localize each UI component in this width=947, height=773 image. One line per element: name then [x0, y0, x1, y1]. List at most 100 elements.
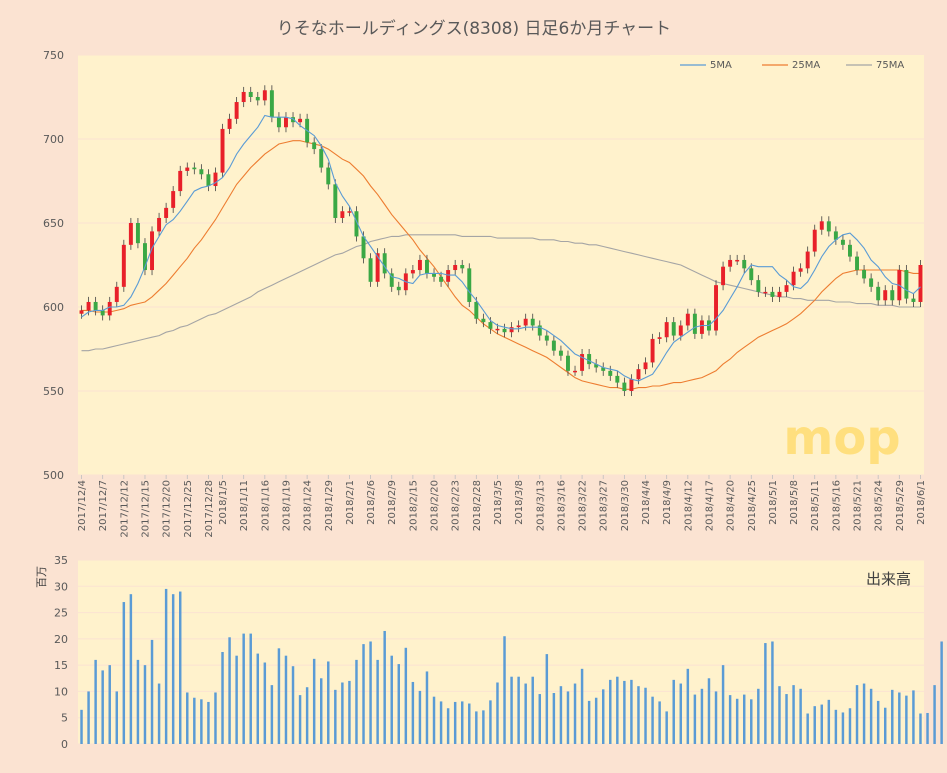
- volume-bar-72: [587, 700, 591, 744]
- candle-29: [284, 112, 288, 133]
- volume-bar-53: [453, 701, 457, 744]
- candle-110: [855, 251, 859, 276]
- volume-bar-27: [270, 685, 274, 744]
- x-tick-label-31: 2018/4/20: [726, 480, 737, 531]
- volume-y-tick-30: 30: [54, 580, 68, 593]
- x-tick-label-21: 2018/3/8: [514, 480, 525, 525]
- candle-body-18: [206, 174, 211, 187]
- candle-4: [107, 296, 112, 321]
- candle-body-114: [883, 290, 888, 301]
- candle-18: [206, 169, 211, 192]
- candle-body-108: [840, 239, 845, 245]
- x-tick-label-15: 2018/2/9: [387, 480, 398, 525]
- candle-34: [319, 144, 324, 173]
- candle-119: [918, 259, 923, 307]
- candle-body-51: [439, 276, 444, 282]
- candle-71: [580, 349, 585, 376]
- candle-body-98: [770, 291, 775, 297]
- candle-47: [410, 265, 415, 279]
- candle-67: [551, 335, 556, 356]
- candle-112: [869, 273, 874, 292]
- x-tick-label-18: 2018/2/23: [451, 480, 462, 531]
- volume-plot-area: [78, 560, 924, 744]
- volume-bar-106: [827, 699, 831, 744]
- volume-bar-75: [609, 679, 612, 744]
- candle-body-81: [650, 338, 655, 363]
- candle-107: [833, 226, 838, 245]
- candle-70: [573, 365, 577, 376]
- candle-body-64: [530, 318, 535, 326]
- volume-bar-10: [150, 639, 154, 744]
- volume-bar-60: [503, 636, 506, 744]
- candle-54: [460, 259, 465, 274]
- volume-bar-98: [771, 641, 774, 744]
- volume-bar-111: [862, 683, 866, 744]
- x-tick-label-37: 2018/5/21: [853, 480, 864, 531]
- x-tick-label-26: 2018/3/30: [620, 480, 631, 531]
- volume-bar-103: [806, 713, 809, 744]
- x-tick-label-38: 2018/5/24: [874, 480, 885, 531]
- candle-57: [481, 313, 486, 328]
- x-tick-label-3: 2017/12/15: [141, 480, 152, 538]
- volume-bar-17: [200, 699, 203, 744]
- candle-body-26: [262, 90, 267, 101]
- ma25-series-group: [81, 140, 921, 390]
- candle-body-111: [862, 270, 867, 279]
- candle-body-72: [587, 354, 592, 365]
- candle-body-52: [446, 270, 451, 282]
- candle-38: [347, 206, 352, 217]
- candle-body-55: [467, 268, 472, 302]
- x-tick-label-39: 2018/5/29: [895, 480, 906, 531]
- volume-bar-65: [538, 694, 542, 744]
- x-tick-label-36: 2018/5/16: [831, 480, 842, 531]
- volume-bar-31: [298, 695, 302, 744]
- candle-90: [714, 280, 718, 336]
- x-tick-label-8: 2018/1/11: [239, 480, 250, 531]
- candle-92: [728, 254, 733, 272]
- volume-bar-34: [319, 678, 323, 744]
- candle-body-92: [728, 259, 733, 267]
- volume-bar-9: [143, 665, 147, 744]
- candle-21: [227, 113, 232, 134]
- candle-76: [615, 370, 620, 388]
- candle-body-17: [199, 169, 204, 175]
- candle-body-7: [128, 223, 133, 245]
- volume-bar-82: [658, 701, 661, 744]
- candle-109: [848, 239, 852, 262]
- candle-10: [150, 226, 154, 276]
- x-tick-label-25: 2018/3/27: [599, 480, 610, 531]
- candle-body-91: [721, 266, 726, 286]
- candle-body-119: [918, 265, 923, 302]
- price-y-tick-650: 650: [43, 217, 64, 230]
- candle-73: [594, 359, 599, 373]
- volume-bar-48: [418, 690, 422, 744]
- volume-bar-56: [475, 711, 478, 744]
- candle-45: [396, 281, 401, 296]
- candle-body-99: [777, 291, 782, 297]
- x-tick-label-2: 2017/12/12: [119, 480, 130, 538]
- candle-body-13: [171, 191, 176, 208]
- candle-body-42: [375, 253, 380, 282]
- volume-bar-112: [869, 688, 873, 744]
- volume-bar-40: [362, 644, 365, 744]
- volume-bar-64: [531, 676, 534, 744]
- candle-14: [178, 165, 183, 197]
- candle-body-43: [382, 253, 387, 274]
- volume-bar-76: [616, 676, 619, 744]
- candle-72: [587, 349, 592, 370]
- volume-bar-11: [157, 683, 161, 744]
- candle-body-112: [869, 278, 874, 287]
- candle-35: [326, 162, 331, 190]
- candle-body-38: [347, 211, 352, 213]
- x-tick-label-13: 2018/2/1: [345, 480, 356, 525]
- candle-body-45: [396, 286, 401, 291]
- volume-gridlines: [78, 559, 924, 745]
- x-tick-label-22: 2018/3/13: [535, 480, 546, 531]
- volume-y-tick-0: 0: [61, 738, 68, 751]
- candle-body-100: [784, 285, 789, 292]
- volume-bar-78: [630, 679, 633, 744]
- candle-80: [643, 357, 648, 375]
- x-tick-label-23: 2018/3/16: [556, 480, 567, 531]
